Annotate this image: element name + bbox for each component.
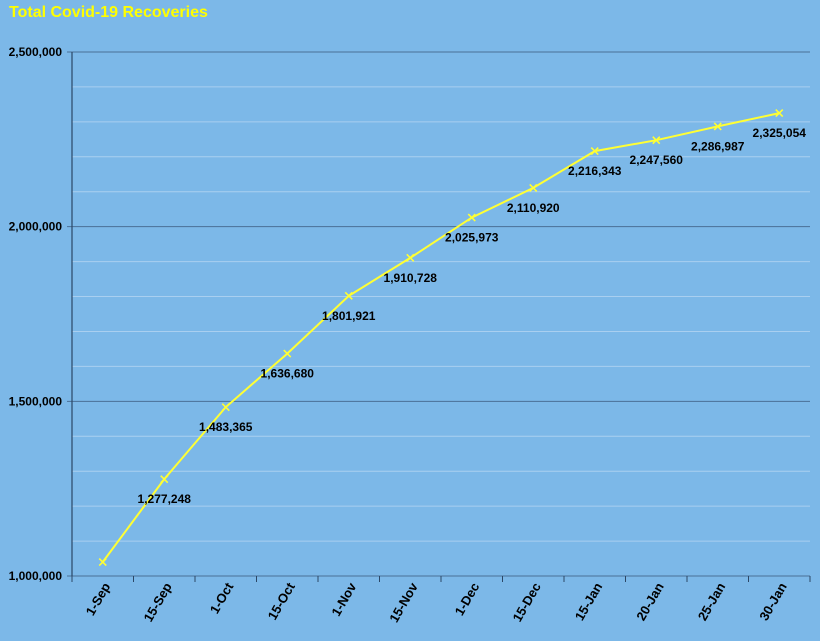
x-tick-label: 25-Jan xyxy=(695,580,729,623)
data-point-marker xyxy=(160,475,169,484)
y-tick-label: 1,500,000 xyxy=(9,394,63,408)
data-point-marker xyxy=(221,403,230,412)
data-point-marker xyxy=(467,213,476,222)
y-tick-label: 2,000,000 xyxy=(9,220,63,234)
x-tick-label: 15-Sep xyxy=(141,580,175,624)
data-point-marker xyxy=(98,557,107,567)
data-point-marker xyxy=(529,183,538,192)
data-point-marker xyxy=(775,109,784,118)
data-point-marker xyxy=(406,253,415,262)
x-tick-label: 15-Dec xyxy=(510,580,544,624)
x-tick-label: 30-Jan xyxy=(756,580,790,623)
chart-title: Total Covid-19 Recoveries xyxy=(9,4,208,21)
data-label: 2,325,054 xyxy=(753,126,807,140)
x-tick-label: 15-Nov xyxy=(386,579,421,625)
x-tick-label: 1-Dec xyxy=(452,580,483,618)
x-tick-label: 20-Jan xyxy=(633,580,667,623)
x-tick-label: 1-Oct xyxy=(207,579,237,616)
y-tick-label: 1,000,000 xyxy=(9,569,63,583)
data-label: 1,277,248 xyxy=(138,492,192,506)
x-tick-label: 1-Sep xyxy=(83,580,114,618)
data-label: 2,110,920 xyxy=(507,201,560,215)
data-label: 2,247,560 xyxy=(630,153,684,167)
data-label: 1,801,921 xyxy=(322,309,376,323)
series-line xyxy=(101,112,780,563)
data-point-marker xyxy=(652,136,661,145)
data-label: 2,216,343 xyxy=(568,164,622,178)
data-label: 1,636,680 xyxy=(261,367,315,381)
data-label: 1,910,728 xyxy=(384,271,438,285)
data-point-marker xyxy=(590,147,599,156)
x-tick-label: 15-Jan xyxy=(572,580,606,623)
data-label: 2,286,987 xyxy=(691,139,745,153)
y-tick-label: 2,500,000 xyxy=(9,45,63,59)
data-point-marker xyxy=(283,349,292,358)
data-point-marker xyxy=(344,291,353,300)
data-point-marker xyxy=(713,122,722,131)
data-label: 1,483,365 xyxy=(199,420,253,434)
x-tick-label: 1-Nov xyxy=(328,579,359,618)
x-tick-label: 15-Oct xyxy=(265,579,299,622)
data-label: 2,025,973 xyxy=(445,231,499,245)
